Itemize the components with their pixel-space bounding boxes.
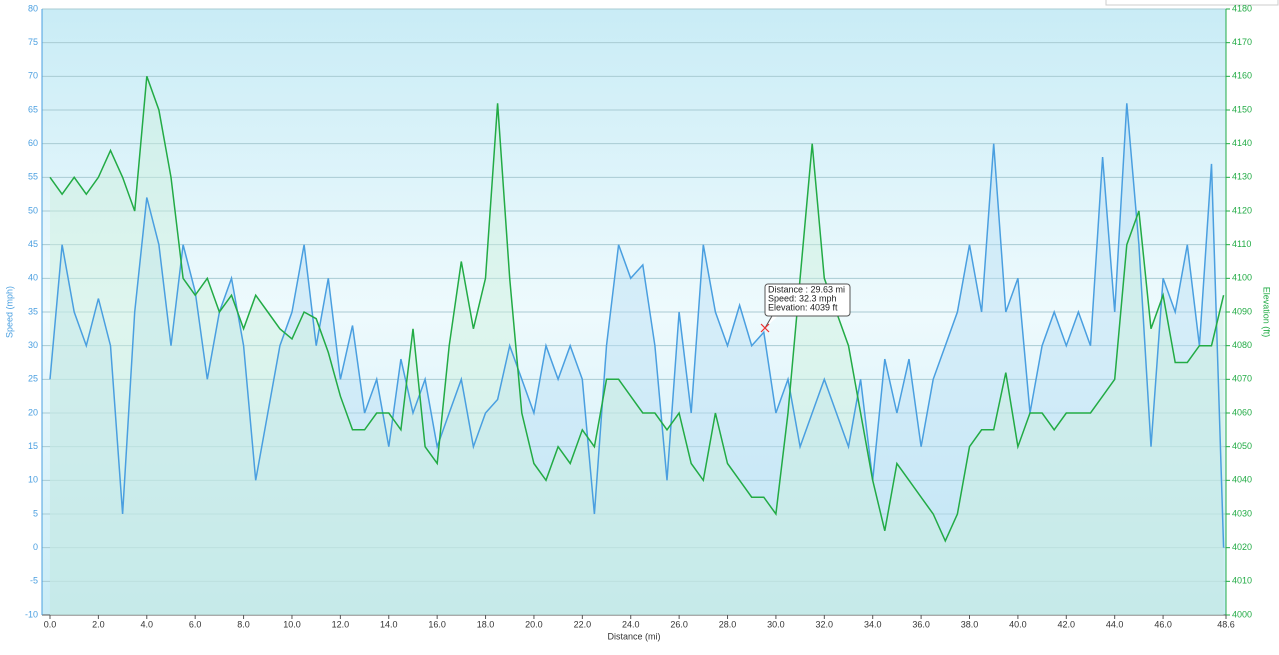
y-tick-label: 0 xyxy=(33,542,38,552)
y-tick-label: 25 xyxy=(28,374,38,384)
y2-tick-label: 4010 xyxy=(1232,576,1252,586)
y-tick-label: 60 xyxy=(28,138,38,148)
line xyxy=(49,103,1225,548)
y-tick-label: 75 xyxy=(28,37,38,47)
y-tick-label: 5 xyxy=(33,508,38,518)
y-tick-label: 40 xyxy=(28,273,38,283)
y2-tick-label: 4000 xyxy=(1232,609,1252,619)
y2-tick-label: 4090 xyxy=(1232,306,1252,316)
y2-tick-label: 4140 xyxy=(1232,138,1252,148)
area xyxy=(49,103,1224,616)
y2-tick-label: 4040 xyxy=(1232,475,1252,485)
x-tick-label: 28.0 xyxy=(719,619,737,629)
y-tick-label: 50 xyxy=(28,205,38,215)
tooltip-marker xyxy=(760,323,770,333)
x-tick-label: 44.0 xyxy=(1106,619,1124,629)
y-tick-label: 80 xyxy=(28,3,38,13)
x-tick-label: 4.0 xyxy=(141,619,154,629)
y2-tick-label: 4100 xyxy=(1232,273,1252,283)
x-tick-label: 48.6 xyxy=(1217,619,1235,629)
x-tick-label: 42.0 xyxy=(1058,619,1076,629)
x-tick-label: 40.0 xyxy=(1009,619,1027,629)
x-tick-label: 30.0 xyxy=(767,619,785,629)
x-tick-label: 10.0 xyxy=(283,619,301,629)
y2-tick-label: 4150 xyxy=(1232,104,1252,114)
y-tick-label: -5 xyxy=(30,576,38,586)
x-tick-label: 22.0 xyxy=(574,619,592,629)
y2-tick-label: 4160 xyxy=(1232,71,1252,81)
x-axis-title: Distance (mi) xyxy=(607,631,660,641)
x-tick-label: 46.0 xyxy=(1154,619,1172,629)
y2-tick-label: 4070 xyxy=(1232,374,1252,384)
tooltip-text: Elevation: 4039 ft xyxy=(768,302,838,312)
y-tick-label: 70 xyxy=(28,71,38,81)
y-axis-title: Speed (mph) xyxy=(4,286,14,338)
y2-tick-label: 4020 xyxy=(1232,542,1252,552)
y-tick-label: 20 xyxy=(28,407,38,417)
x-tick-label: 38.0 xyxy=(961,619,979,629)
y2-tick-label: 4110 xyxy=(1232,239,1251,249)
x-tick-label: 6.0 xyxy=(189,619,202,629)
x-tick-label: 20.0 xyxy=(525,619,543,629)
x-tick-label: 2.0 xyxy=(92,619,105,629)
y2-tick-label: 4180 xyxy=(1232,3,1252,13)
tooltip-box xyxy=(764,283,851,317)
x-tick-label: 36.0 xyxy=(912,619,930,629)
y-tick-label: 55 xyxy=(28,172,38,182)
x-tick-label: 24.0 xyxy=(622,619,640,629)
y2-tick-label: 4080 xyxy=(1232,340,1252,350)
toolbar[interactable] xyxy=(1105,0,1279,6)
y-tick-label: -10 xyxy=(25,609,38,619)
y2-tick-label: 4060 xyxy=(1232,407,1252,417)
y2-tick-label: 4030 xyxy=(1232,508,1252,518)
y-tick-label: 15 xyxy=(28,441,38,451)
tooltip-text: Distance : 29.63 mi xyxy=(768,284,845,294)
y-tick-label: 45 xyxy=(28,239,38,249)
x-tick-label: 26.0 xyxy=(670,619,688,629)
y-tick-label: 35 xyxy=(28,306,38,316)
line xyxy=(49,76,1225,543)
x-tick-label: 0.0 xyxy=(44,619,57,629)
y2-tick-label: 4120 xyxy=(1232,205,1252,215)
x-tick-label: 34.0 xyxy=(864,619,882,629)
x-tick-label: 12.0 xyxy=(332,619,350,629)
x-tick-label: 14.0 xyxy=(380,619,398,629)
y2-axis-title: Elevation (ft) xyxy=(1262,287,1272,338)
x-tick-label: 18.0 xyxy=(477,619,495,629)
x-tick-label: 32.0 xyxy=(816,619,834,629)
y-tick-label: 10 xyxy=(28,475,38,485)
y2-tick-label: 4050 xyxy=(1232,441,1252,451)
y2-tick-label: 4170 xyxy=(1232,37,1252,47)
tooltip-text: Speed: 32.3 mph xyxy=(768,293,837,303)
y-tick-label: 30 xyxy=(28,340,38,350)
y-tick-label: 65 xyxy=(28,104,38,114)
x-tick-label: 16.0 xyxy=(428,619,446,629)
area xyxy=(49,76,1224,616)
y2-tick-label: 4130 xyxy=(1232,172,1252,182)
x-tick-label: 8.0 xyxy=(237,619,250,629)
